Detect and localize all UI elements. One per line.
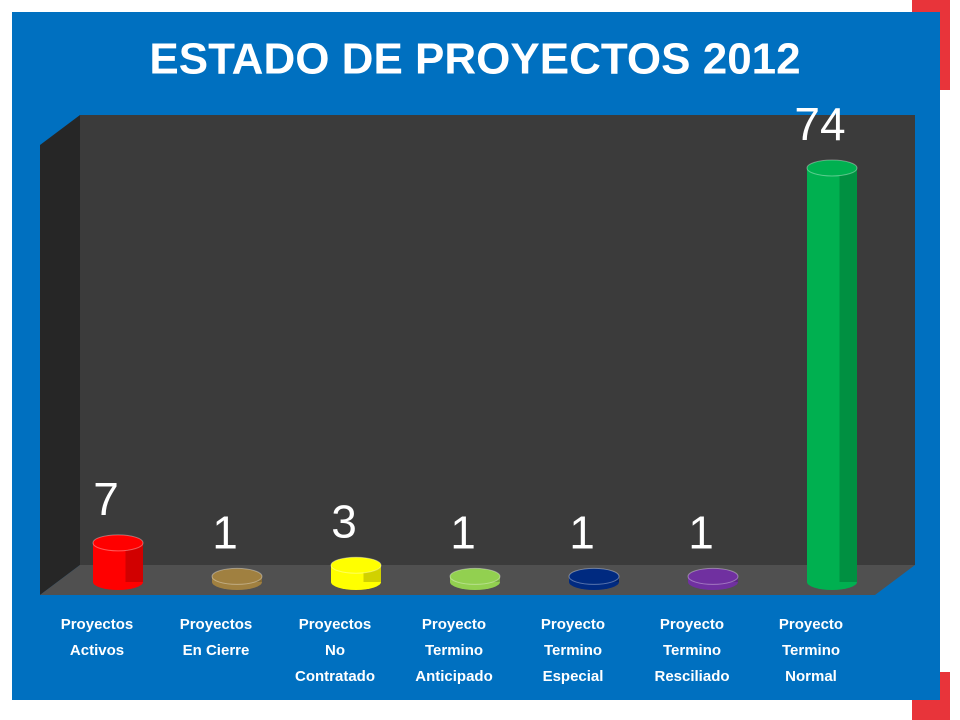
- back-wall: [80, 115, 915, 565]
- side-wall: [40, 115, 80, 595]
- bar-shade: [839, 168, 857, 582]
- value-label: 1: [569, 507, 595, 559]
- x-tick-label: Proyecto Termino Especial: [540, 616, 606, 685]
- bar-body: [807, 168, 857, 582]
- bar-top: [92, 534, 144, 552]
- bar: [330, 556, 382, 590]
- value-label: 7: [93, 473, 119, 525]
- bar-top: [449, 567, 501, 585]
- bar: [92, 534, 144, 590]
- bar-top: [806, 159, 858, 177]
- bar-top: [211, 567, 263, 585]
- value-label: 1: [450, 507, 476, 559]
- x-tick-label: Proyecto Termino Anticipado: [415, 616, 493, 685]
- bar-top: [687, 567, 739, 585]
- bar-shade: [125, 542, 143, 582]
- x-tick-label: Proyecto Termino Normal: [778, 616, 844, 685]
- value-label: 3: [331, 495, 357, 547]
- x-tick-label: Proyectos No Contratado: [295, 616, 375, 685]
- chart-title: ESTADO DE PROYECTOS 2012: [149, 35, 800, 84]
- value-label: 1: [688, 507, 714, 559]
- x-tick-label: Proyectos Activos: [60, 616, 134, 659]
- bar: [449, 567, 501, 590]
- bar: [211, 567, 263, 590]
- bar: [806, 159, 858, 590]
- value-label: 1: [212, 507, 238, 559]
- x-tick-label: Proyectos En Cierre: [179, 616, 253, 659]
- bar-top: [330, 556, 382, 574]
- bar-top: [568, 567, 620, 585]
- bar: [687, 567, 739, 590]
- x-tick-label: Proyecto Termino Resciliado: [654, 616, 730, 685]
- bar: [568, 567, 620, 590]
- value-label: 74: [794, 98, 845, 150]
